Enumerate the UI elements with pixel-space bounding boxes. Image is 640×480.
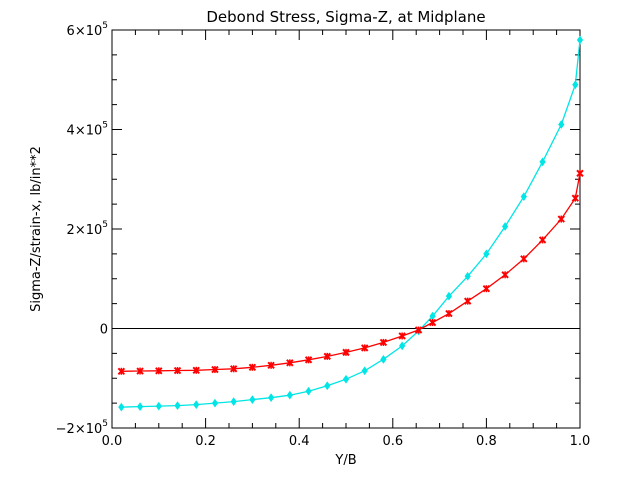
series-0-line (121, 39, 581, 408)
axis-ticks (111, 29, 581, 429)
series-0-point (155, 401, 162, 411)
series-0-point (572, 80, 579, 90)
series-1-point (520, 255, 528, 263)
series-0-point (445, 291, 453, 301)
series-1-point (538, 236, 547, 244)
series-1-point (286, 359, 294, 367)
series-0-point (118, 402, 125, 412)
series-1-point (557, 215, 565, 223)
y-tick-label: −2×105 (56, 419, 108, 437)
series-0-point (305, 386, 312, 396)
series-1-point (482, 284, 491, 293)
series-0-point (483, 249, 490, 259)
series-1-point (398, 332, 406, 340)
chart-title: Debond Stress, Sigma-Z, at Midplane (206, 8, 485, 26)
y-tick-label: 0 (100, 323, 108, 338)
y-axis-label: Sigma-Z/strain-x, lb/in**2 (29, 146, 44, 312)
series-1-point (379, 338, 388, 347)
plot-frame (111, 29, 581, 429)
x-tick-label: 0.2 (195, 434, 216, 449)
series-0-point (502, 222, 509, 231)
series-1-point (501, 271, 509, 279)
series-1-point (361, 344, 369, 352)
series-0-point (136, 402, 144, 411)
y-tick-label: 4×105 (67, 121, 108, 139)
x-tick-label: 0.4 (289, 434, 310, 449)
series-0-point (286, 390, 293, 400)
series-layer (112, 35, 584, 412)
series-1-line (121, 173, 581, 372)
series-1-point (323, 352, 331, 361)
series-0-point (193, 400, 200, 409)
series-0-point (211, 398, 219, 408)
series-1-point (192, 366, 200, 374)
x-tick-label: 0.6 (382, 434, 403, 449)
series-0-point (268, 393, 275, 403)
series-1-point (229, 365, 238, 373)
series-1-point (576, 169, 584, 177)
series-1-point (136, 367, 144, 375)
series-0-point (539, 157, 546, 167)
series-0-point (380, 354, 387, 364)
x-axis-label: Y/B (334, 453, 356, 468)
series-1-point (173, 366, 182, 375)
series-0-point (399, 341, 406, 351)
series-0-point (174, 401, 181, 410)
series-0-point (324, 381, 331, 391)
series-0-point (558, 120, 565, 129)
series-1-point (414, 326, 423, 334)
series-0-point (361, 366, 368, 376)
series-0-point (249, 395, 256, 405)
series-1-point (445, 309, 453, 318)
series-1-point (304, 356, 313, 364)
series-1-point (428, 318, 437, 327)
series-1-point (248, 363, 257, 372)
series-0-point (520, 192, 527, 202)
series-1-point (342, 348, 350, 357)
y-tick-label: 6×105 (67, 21, 108, 39)
series-0-point (464, 271, 471, 281)
series-1-point (463, 297, 472, 305)
series-1-point (155, 367, 163, 375)
series-0-point (576, 35, 584, 45)
x-tick-label: 0.0 (102, 434, 123, 449)
series-1-point (117, 367, 126, 375)
series-0-point (342, 374, 350, 384)
tick-labels: 0.0 0.2 0.4 0.6 0.8 1.0 −2×105 0 2×105 4×105 6×105 (56, 21, 591, 449)
series-1-point (571, 194, 580, 202)
x-tick-label: 0.8 (476, 434, 497, 449)
series-0-point (230, 397, 237, 406)
series-1-point (211, 365, 219, 374)
series-1-point (267, 361, 275, 370)
y-tick-label: 2×105 (67, 220, 108, 238)
x-tick-label: 1.0 (570, 434, 591, 449)
